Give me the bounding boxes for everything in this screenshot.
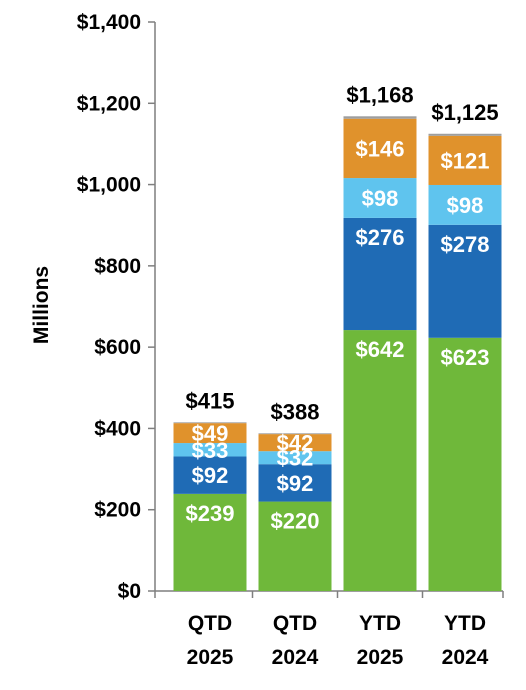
x-category-label: QTD [273, 612, 317, 635]
segment-value-label: $98 [362, 186, 399, 211]
bar-segment [343, 118, 417, 179]
segment-value-label: $32 [277, 446, 314, 471]
bar-segment [173, 493, 247, 591]
segment-value-label: $642 [356, 337, 405, 362]
segment-value-label: $98 [447, 193, 484, 218]
y-tick-label: $0 [118, 580, 141, 603]
bar-segment [258, 464, 332, 502]
segment-value-label: $239 [186, 501, 235, 526]
segment-value-label: $146 [356, 136, 405, 161]
x-category-label: YTD [359, 612, 401, 635]
x-category-label: 2025 [357, 646, 404, 669]
segment-value-label: $276 [356, 225, 405, 250]
y-tick-label: $1,400 [77, 11, 141, 34]
bar-segment [258, 434, 332, 452]
segment-value-label: $278 [441, 232, 490, 257]
bar-segment [173, 443, 247, 457]
bar-segment [258, 501, 332, 591]
x-category-label: 2024 [442, 646, 489, 669]
bar-total-label: $388 [271, 399, 320, 424]
bar-segment [258, 433, 332, 435]
segment-value-label: $92 [192, 463, 229, 488]
bar-segment [343, 330, 417, 591]
bar-segment [428, 224, 502, 338]
bar-total-label: $1,168 [346, 82, 413, 107]
bar-segment [173, 423, 247, 444]
y-axis-title: Millions [30, 266, 53, 344]
y-tick-label: $1,000 [77, 174, 141, 197]
bar-total-label: $415 [186, 388, 235, 413]
segment-value-label: $220 [271, 509, 320, 534]
bar-segment [428, 133, 502, 136]
bar-segment [428, 184, 502, 225]
segment-value-label: $121 [441, 148, 490, 173]
bar-segment [173, 456, 247, 494]
x-category-label: 2024 [272, 646, 319, 669]
segment-value-label: $42 [277, 431, 314, 456]
bar-segment [258, 451, 332, 465]
y-tick-label: $200 [94, 499, 141, 522]
bar-segment [343, 178, 417, 218]
x-category-label: YTD [444, 612, 486, 635]
y-tick-label: $1,200 [77, 92, 141, 115]
y-tick-label: $800 [94, 255, 141, 278]
x-category-label: 2025 [187, 646, 234, 669]
bar-segment [343, 116, 417, 119]
x-category-label: QTD [188, 612, 232, 635]
segment-value-label: $623 [441, 345, 490, 370]
bar-total-label: $1,125 [431, 100, 498, 125]
bar-segment [343, 217, 417, 331]
segment-value-label: $92 [277, 471, 314, 496]
bar-segment [428, 135, 502, 185]
y-tick-label: $400 [94, 417, 141, 440]
segment-value-label: $49 [192, 421, 229, 446]
bar-segment [428, 337, 502, 591]
y-tick-label: $600 [94, 336, 141, 359]
segment-value-label: $33 [192, 438, 229, 463]
bar-segment [173, 422, 247, 424]
